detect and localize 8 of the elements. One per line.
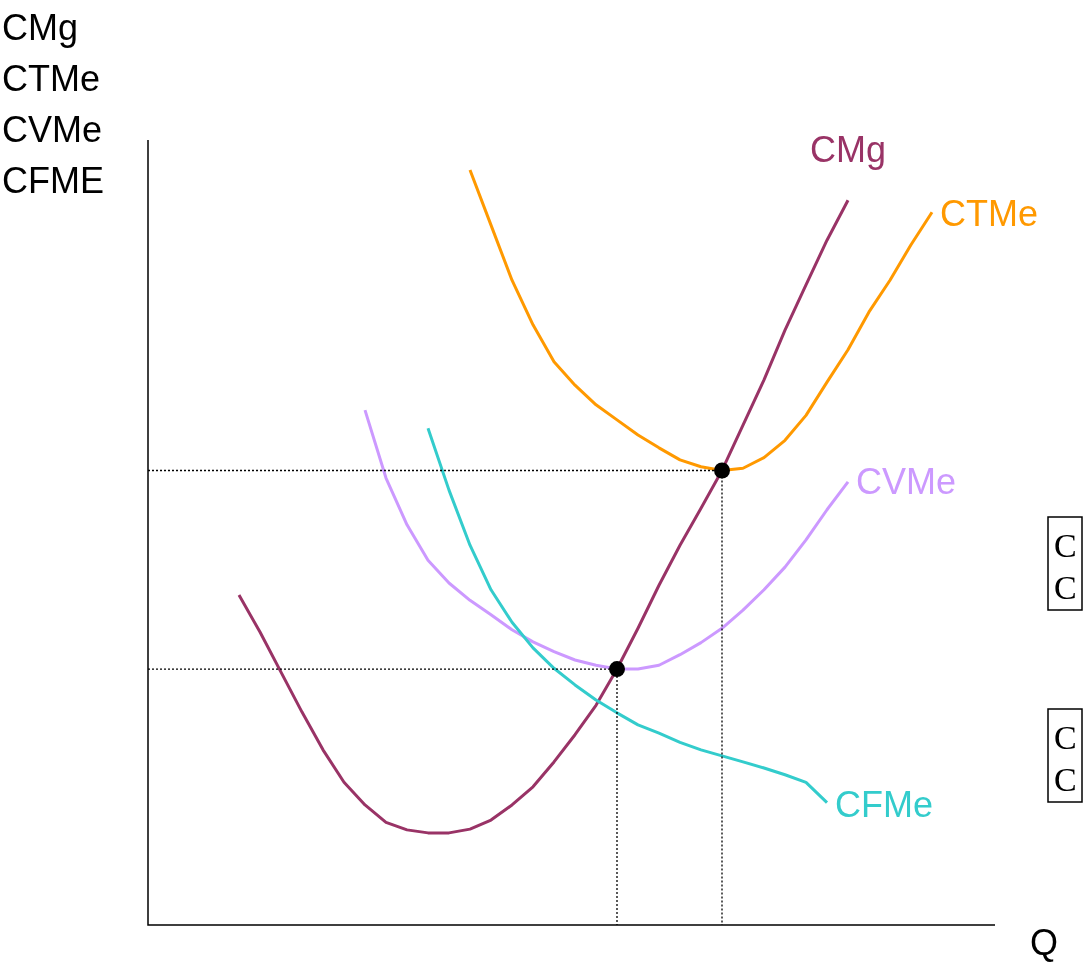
series-label: CTMe — [940, 193, 1038, 235]
series-label: CVMe — [856, 460, 957, 502]
text: C C — [1054, 719, 1077, 798]
text: C C — [1054, 527, 1077, 606]
x-axis-title: Q — [1030, 922, 1059, 963]
series-label: CMg — [809, 129, 887, 171]
series-label: CFMe — [835, 783, 933, 825]
y-axis-title: CMg CTMe CVMe CFME — [2, 7, 104, 201]
